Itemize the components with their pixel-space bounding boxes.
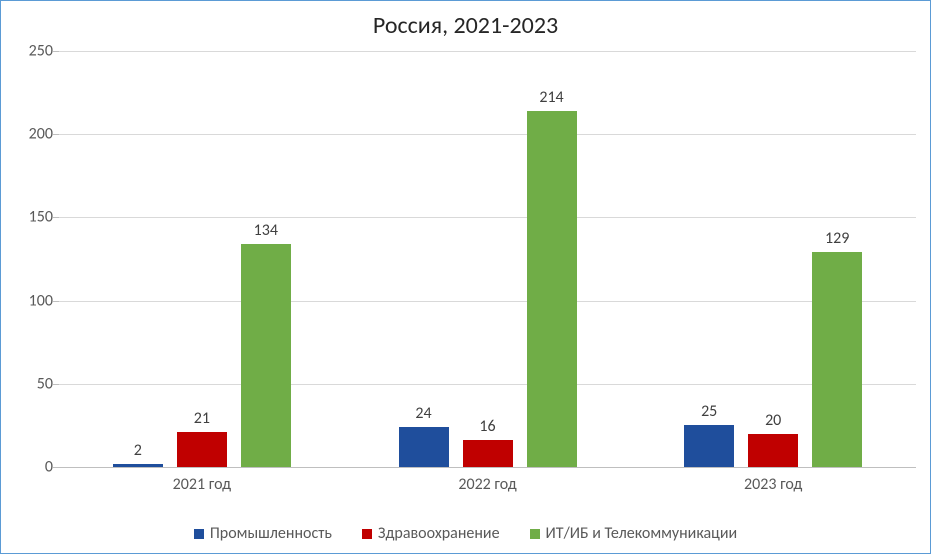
bar: 25 bbox=[684, 425, 734, 467]
legend-label: Промышленность bbox=[210, 524, 332, 543]
chart-container: Россия, 2021-2023 0 50 100 150 200 250 2 21 134… bbox=[0, 0, 931, 554]
x-axis-line bbox=[59, 467, 916, 468]
legend-label: ИТ/ИБ и Телекоммуникации bbox=[546, 524, 738, 543]
legend-swatch bbox=[530, 529, 540, 539]
legend-label: Здравоохранение bbox=[378, 524, 500, 543]
legend: Промышленность Здравоохранение ИТ/ИБ и Тел… bbox=[1, 524, 930, 543]
category-label: 2021 год bbox=[59, 475, 345, 494]
bar-value-label: 25 bbox=[701, 402, 717, 421]
legend-swatch bbox=[362, 529, 372, 539]
bar-value-label: 134 bbox=[254, 221, 278, 240]
bar: 214 bbox=[527, 111, 577, 467]
bar-value-label: 16 bbox=[479, 417, 495, 436]
bar-value-label: 129 bbox=[825, 229, 849, 248]
category-group: 2211342021 год bbox=[59, 51, 345, 467]
category-label: 2023 год bbox=[630, 475, 916, 494]
bar: 16 bbox=[463, 440, 513, 467]
bar-value-label: 2 bbox=[134, 441, 142, 460]
bar-value-label: 21 bbox=[194, 409, 210, 428]
y-tick bbox=[53, 467, 59, 468]
y-axis-label: 50 bbox=[9, 374, 53, 393]
bar: 20 bbox=[748, 434, 798, 467]
legend-item: ИТ/ИБ и Телекоммуникации bbox=[530, 524, 738, 543]
y-axis-label: 100 bbox=[9, 291, 53, 310]
bars: 2 21 134 bbox=[59, 51, 345, 467]
bar: 129 bbox=[812, 252, 862, 467]
bar: 2 bbox=[113, 464, 163, 467]
bar-value-label: 20 bbox=[765, 411, 781, 430]
legend-item: Здравоохранение bbox=[362, 524, 500, 543]
bar-value-label: 214 bbox=[539, 88, 563, 107]
bar-value-label: 24 bbox=[415, 404, 431, 423]
bars: 25 20 129 bbox=[630, 51, 916, 467]
legend-swatch bbox=[194, 529, 204, 539]
plot-area: 050100150200250 2211342021 год2416214202… bbox=[59, 51, 916, 467]
y-axis-label: 150 bbox=[9, 208, 53, 227]
legend-item: Промышленность bbox=[194, 524, 332, 543]
y-axis-label: 250 bbox=[9, 42, 53, 61]
y-axis-label: 0 bbox=[9, 458, 53, 477]
bar: 21 bbox=[177, 432, 227, 467]
bar: 134 bbox=[241, 244, 291, 467]
category-label: 2022 год bbox=[345, 475, 631, 494]
y-axis-label: 200 bbox=[9, 125, 53, 144]
category-group: 24162142022 год bbox=[345, 51, 631, 467]
bars: 24 16 214 bbox=[345, 51, 631, 467]
bar: 24 bbox=[399, 427, 449, 467]
category-group: 25201292023 год bbox=[630, 51, 916, 467]
chart-title: Россия, 2021-2023 bbox=[1, 1, 930, 46]
